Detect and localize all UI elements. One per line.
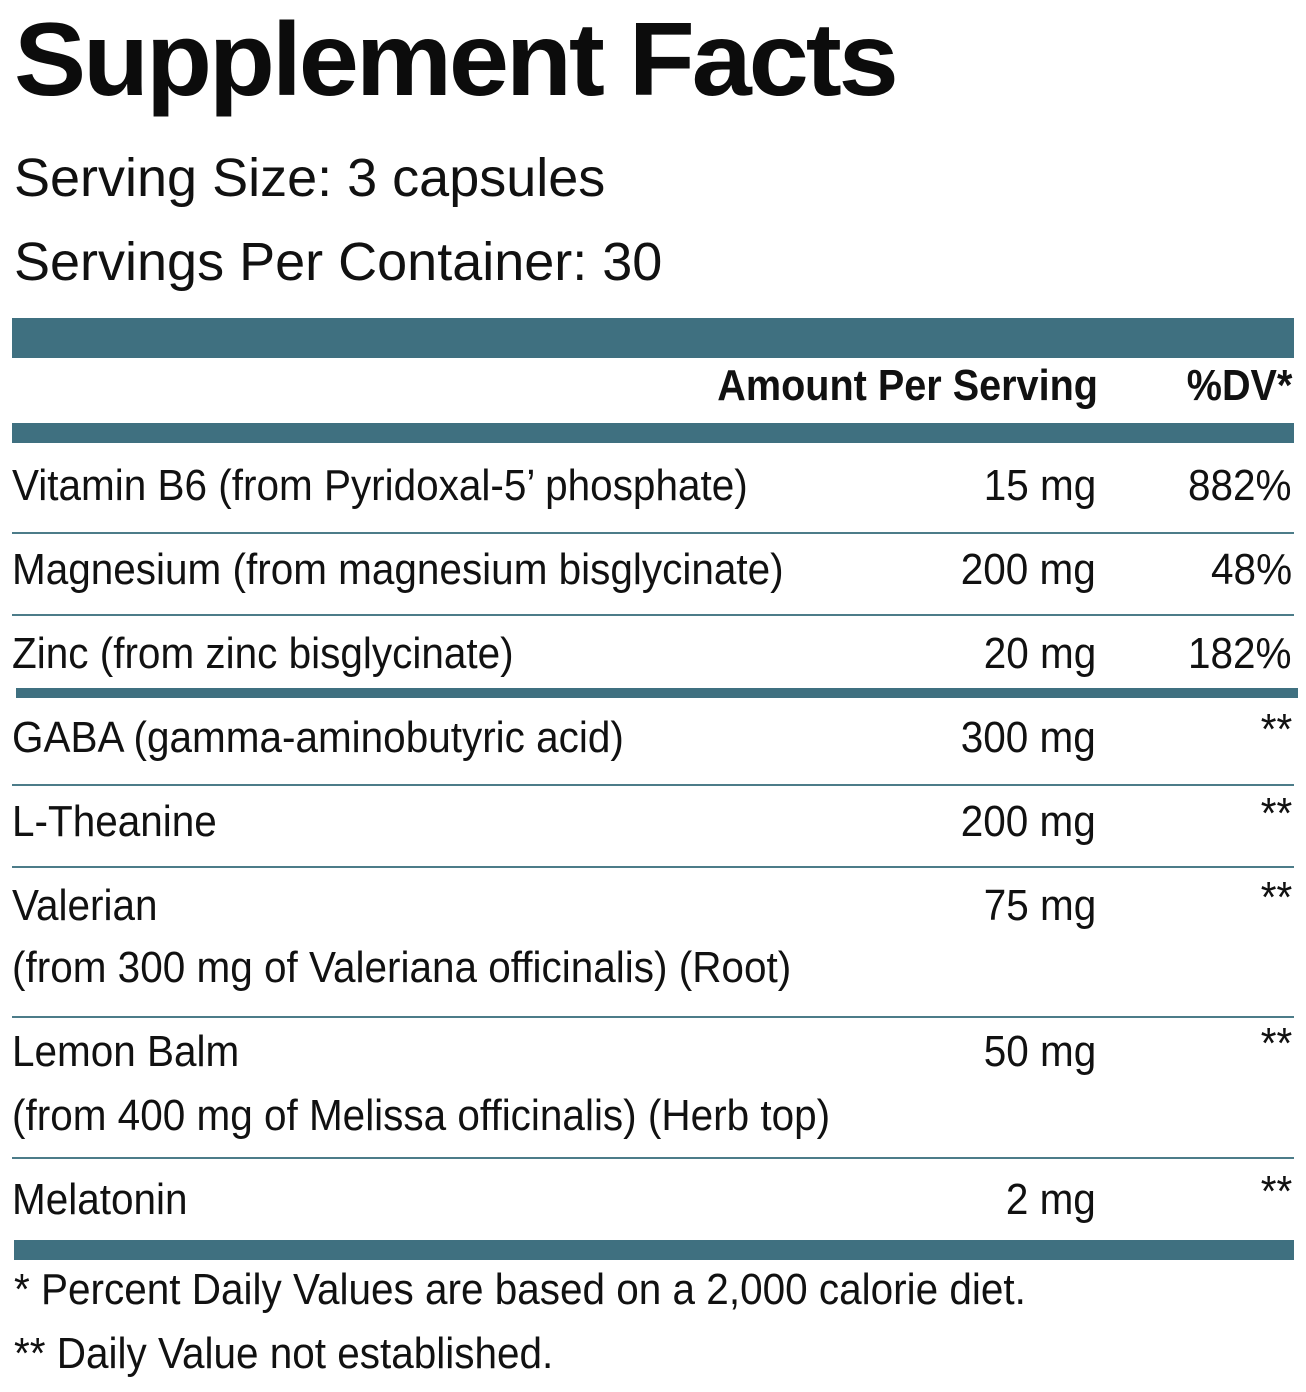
nutrient-amount: 300 mg <box>960 713 1096 762</box>
nutrient-amount: 200 mg <box>960 797 1096 846</box>
nutrient-name: Vitamin B6 (from Pyridoxal-5’ phosphate) <box>12 461 748 510</box>
nutrient-name: L-Theanine <box>12 797 217 846</box>
nutrient-dv: ** <box>1260 1019 1292 1068</box>
header-bar <box>12 423 1294 443</box>
nutrient-name: Lemon Balm <box>12 1027 240 1076</box>
footnote-dv: * Percent Daily Values are based on a 2,… <box>14 1265 1026 1314</box>
nutrient-name: Melatonin <box>12 1175 188 1224</box>
nutrient-amount: 50 mg <box>983 1027 1096 1076</box>
nutrient-dv: 882% <box>1188 461 1292 510</box>
nutrient-name: Magnesium (from magnesium bisglycinate) <box>12 545 784 594</box>
row-divider <box>12 614 1294 616</box>
servings-per-container: Servings Per Container: 30 <box>14 232 663 292</box>
label-title: Supplement Facts <box>14 2 899 118</box>
nutrient-amount: 2 mg <box>1005 1175 1096 1224</box>
row-divider <box>12 866 1294 868</box>
nutrient-dv: ** <box>1260 705 1292 754</box>
section-divider-bar <box>16 688 1298 698</box>
nutrient-source: (from 400 mg of Melissa officinalis) (He… <box>12 1091 831 1140</box>
nutrient-name: Zinc (from zinc bisglycinate) <box>12 629 514 678</box>
row-divider <box>12 1157 1294 1159</box>
nutrient-dv: ** <box>1260 873 1292 922</box>
nutrient-amount: 200 mg <box>960 545 1096 594</box>
nutrient-dv: 48% <box>1210 545 1292 594</box>
amount-per-serving-header: Amount Per Serving <box>717 361 1098 410</box>
footnote-not-established: ** Daily Value not established. <box>14 1329 554 1378</box>
top-thick-bar <box>12 318 1294 358</box>
row-divider <box>12 784 1294 786</box>
nutrient-name: Valerian <box>12 881 158 930</box>
nutrient-amount: 20 mg <box>983 629 1096 678</box>
nutrient-dv: ** <box>1260 1167 1292 1216</box>
nutrient-dv: 182% <box>1188 629 1292 678</box>
bottom-bar <box>14 1240 1294 1260</box>
row-divider <box>12 532 1294 534</box>
nutrient-amount: 15 mg <box>983 461 1096 510</box>
nutrient-amount: 75 mg <box>983 881 1096 930</box>
dv-header: %DV* <box>1186 361 1292 410</box>
nutrient-source: (from 300 mg of Valeriana officinalis) (… <box>12 943 792 992</box>
nutrient-name: GABA (gamma-aminobutyric acid) <box>12 713 624 762</box>
nutrient-dv: ** <box>1260 789 1292 838</box>
row-divider <box>12 1016 1294 1018</box>
serving-size: Serving Size: 3 capsules <box>14 148 606 208</box>
